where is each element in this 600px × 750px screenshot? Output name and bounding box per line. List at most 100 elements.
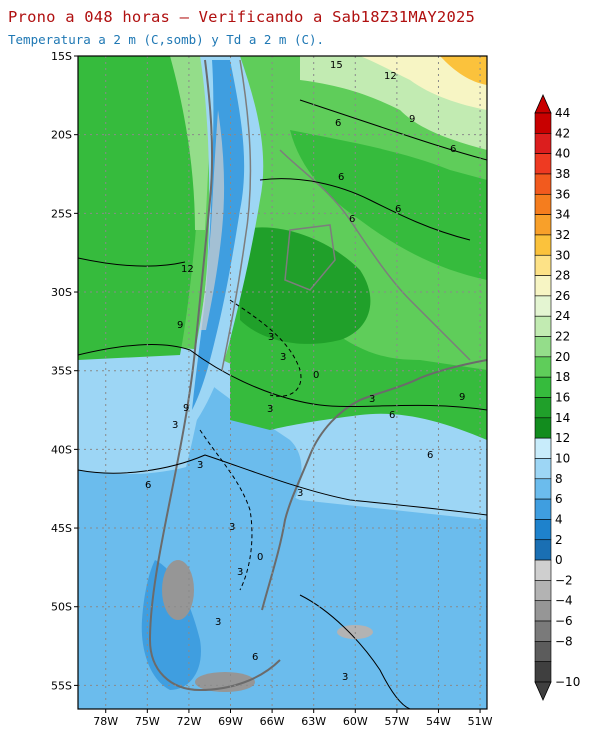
colorbar-cell xyxy=(534,254,552,276)
colorbar-label: 32 xyxy=(555,228,570,242)
colorbar-label: 26 xyxy=(555,289,570,303)
colorbar-cell xyxy=(534,234,552,256)
colorbar-label: −4 xyxy=(555,594,573,608)
contour-label: 6 xyxy=(395,204,401,215)
colorbar-cell xyxy=(534,661,552,683)
mid-green xyxy=(290,130,487,280)
contour-label: 3 xyxy=(237,567,243,578)
lat-tick-label: 20S xyxy=(51,129,72,142)
lon-tick-label: 60W xyxy=(343,715,368,728)
contour-label: 6 xyxy=(349,214,355,225)
colorbar-top-arrow xyxy=(534,94,552,114)
latitude-axis: 15S 20S 25S 30S 35S 40S 45S 50S 55S xyxy=(51,50,78,692)
colorbar-label: 6 xyxy=(555,492,563,506)
colorbar-label: 2 xyxy=(555,533,563,547)
colorbar-cell xyxy=(534,437,552,459)
lat-tick-label: 40S xyxy=(51,443,72,456)
country-border-3 xyxy=(284,224,336,291)
lon-tick-label: 51W xyxy=(468,715,493,728)
isotherm-9 xyxy=(78,344,487,411)
contour-label: 3 xyxy=(280,352,286,363)
colorbar-label: 18 xyxy=(555,370,570,384)
colorbar-cell xyxy=(534,275,552,297)
colorbar-cell xyxy=(534,397,552,419)
colorbar-label: 30 xyxy=(555,248,570,262)
contour-label: 12 xyxy=(384,71,397,82)
lon-tick-label: 54W xyxy=(426,715,451,728)
colorbar-cell xyxy=(534,133,552,154)
colorbar-cell xyxy=(534,336,552,358)
isotherm-3 xyxy=(299,594,411,709)
lon-tick-label: 63W xyxy=(301,715,326,728)
isotherm-north xyxy=(299,99,487,161)
colorbar-cell xyxy=(534,173,552,195)
grid-lines xyxy=(78,55,487,709)
contour-label: 9 xyxy=(183,403,189,414)
dashed-isotherm xyxy=(199,429,253,591)
lon-tick-label: 78W xyxy=(93,715,118,728)
contour-label: 3 xyxy=(297,488,303,499)
isotherm-12 xyxy=(78,257,186,267)
colorbar-cell xyxy=(534,458,552,480)
colorbar-bottom-arrow xyxy=(534,681,552,701)
andes-south-spot xyxy=(162,560,194,620)
contour-label: 3 xyxy=(229,522,235,533)
colorbar-cell xyxy=(534,600,552,622)
colorbar-cell xyxy=(534,559,552,581)
contour-label: 6 xyxy=(145,480,151,491)
colorbar-label: 36 xyxy=(555,187,570,201)
lon-tick-label: 66W xyxy=(260,715,285,728)
patagonia-south xyxy=(141,560,201,690)
contour-label: 3 xyxy=(172,420,178,431)
colorbar-label: −6 xyxy=(555,614,573,628)
colorbar-cell xyxy=(534,580,552,602)
country-border-1 xyxy=(221,59,252,371)
lon-tick-label: 57W xyxy=(384,715,409,728)
colorbar-cell xyxy=(534,193,552,215)
contour-label: 0 xyxy=(313,370,319,381)
contour-label: 3 xyxy=(268,332,274,343)
contour-label: 9 xyxy=(409,114,415,125)
contour-label: 6 xyxy=(427,450,433,461)
colorbar-label: 10 xyxy=(555,451,570,465)
colorbar-label: 42 xyxy=(555,126,570,140)
longitude-axis: 78W 75W 72W 69W 66W 63W 60W 57W 54W 51W xyxy=(93,709,493,728)
colorbar-cell xyxy=(534,539,552,561)
contour-label: 3 xyxy=(369,394,375,405)
contour-label: 0 xyxy=(257,552,263,563)
lat-tick-label: 45S xyxy=(51,522,72,535)
coastline xyxy=(148,59,281,692)
colorbar-label: 38 xyxy=(555,167,570,181)
contour-label: 9 xyxy=(177,320,183,331)
colorbar-label: 8 xyxy=(555,472,563,486)
map-frame xyxy=(77,55,488,710)
colorbar-label: −2 xyxy=(555,573,573,587)
pacific-green xyxy=(78,56,215,360)
contour-lines xyxy=(78,59,487,709)
contour-label: 6 xyxy=(450,144,456,155)
colorbar-label: 0 xyxy=(555,553,563,567)
contour-label: 6 xyxy=(389,410,395,421)
colorbar-label: 22 xyxy=(555,330,570,344)
isotherm-mid xyxy=(259,178,471,241)
contour-label: 9 xyxy=(459,392,465,403)
lon-tick-label: 72W xyxy=(176,715,201,728)
contour-label: 3 xyxy=(215,617,221,628)
colorbar-cell xyxy=(534,112,552,134)
colorbar-label: −10 xyxy=(555,675,580,689)
contour-label: 3 xyxy=(342,672,348,683)
chart-title: Prono a 048 horas — Verificando a Sab18Z… xyxy=(8,8,476,26)
lat-tick-label: 25S xyxy=(51,207,72,220)
colorbar-cell xyxy=(534,641,552,662)
colorbar-label: 16 xyxy=(555,391,570,405)
isotherm-6 xyxy=(78,454,487,516)
lat-tick-label: 55S xyxy=(51,679,72,692)
coastal-light-green xyxy=(170,56,215,230)
lon-tick-label: 69W xyxy=(218,715,243,728)
colorbar-cell xyxy=(534,356,552,378)
colorbar-label: 44 xyxy=(555,106,570,120)
colorbar-label: 28 xyxy=(555,269,570,283)
contour-label: 12 xyxy=(181,264,194,275)
